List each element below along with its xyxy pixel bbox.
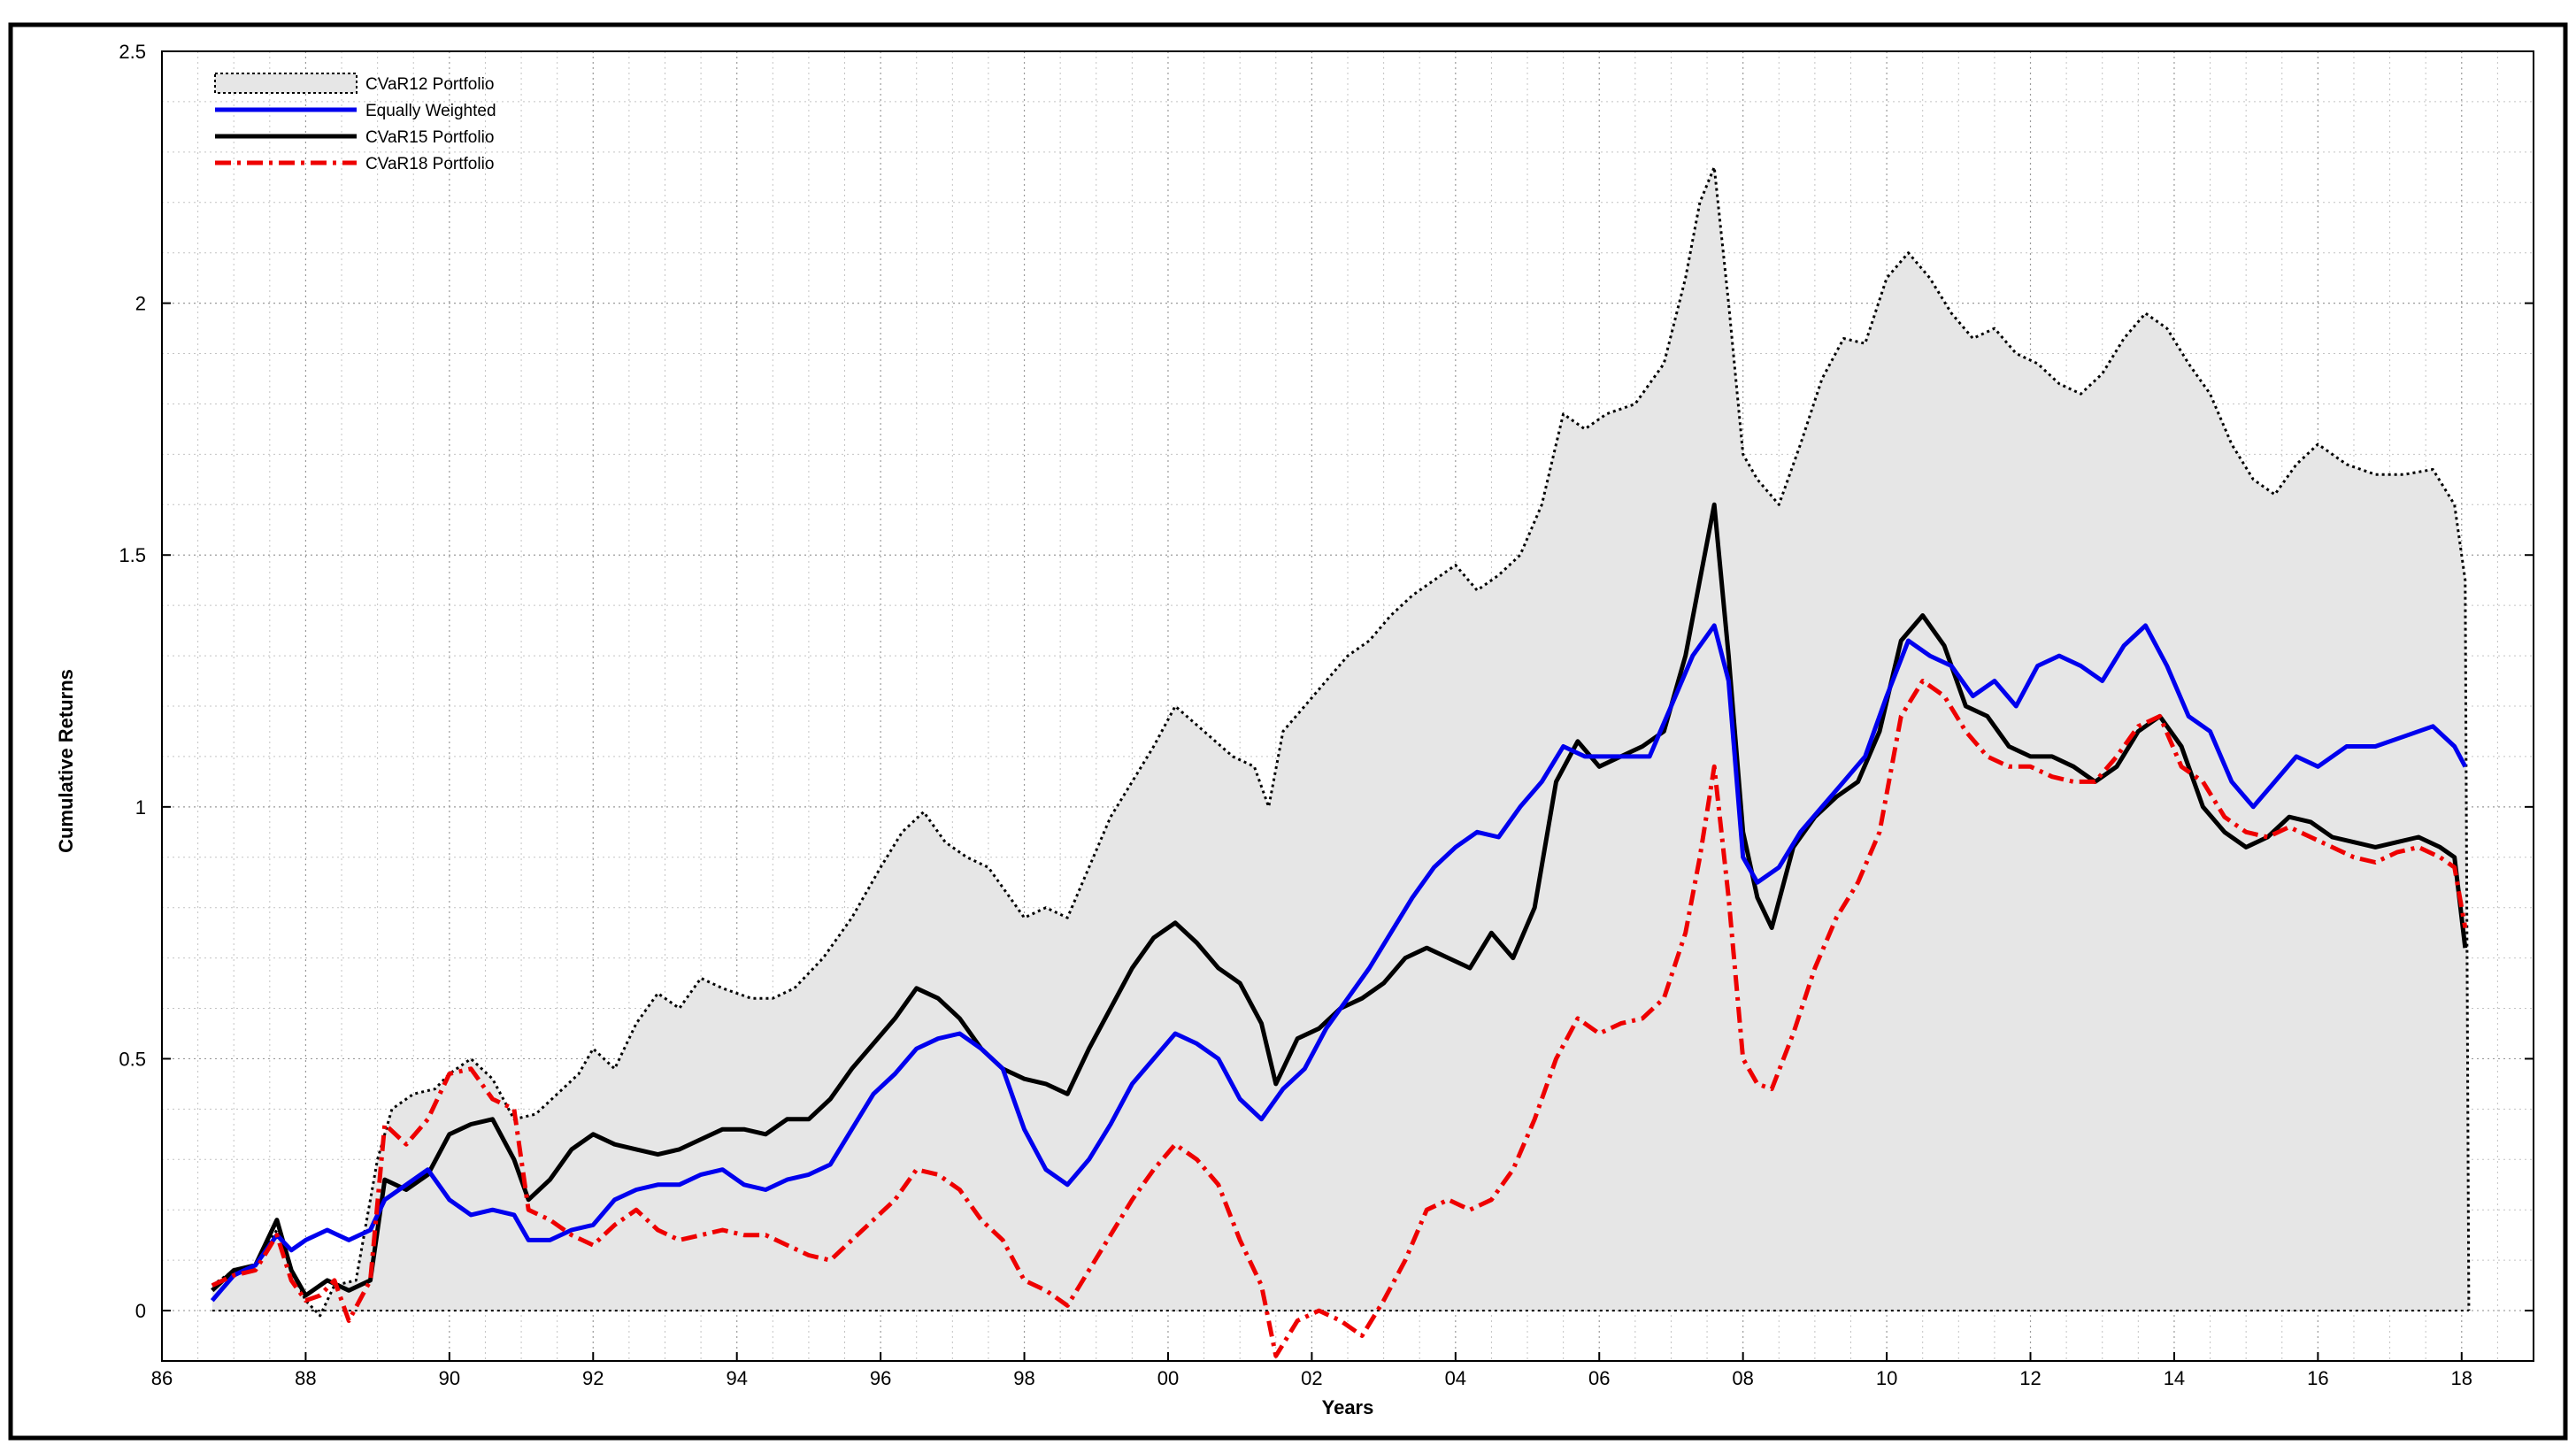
x-tick-label: 90	[439, 1367, 460, 1389]
x-tick-label: 98	[1013, 1367, 1034, 1389]
y-axis-title: Cumulative Returns	[55, 669, 77, 853]
x-tick-label: 88	[295, 1367, 316, 1389]
x-tick-label: 92	[582, 1367, 604, 1389]
x-tick-label: 18	[2451, 1367, 2472, 1389]
x-tick-label: 86	[151, 1367, 173, 1389]
legend-label: Equally Weighted	[365, 102, 496, 120]
y-tick-label: 1	[135, 796, 146, 819]
x-tick-label: 04	[1445, 1367, 1466, 1389]
series-line-cvar15-portfolio	[211, 502, 2468, 1298]
legend-swatch-cvar12	[214, 73, 358, 94]
plot-area-border	[161, 50, 2534, 1362]
y-tick-label: 0.5	[119, 1048, 146, 1070]
x-tick-label: 02	[1301, 1367, 1322, 1389]
x-tick-label: 00	[1157, 1367, 1179, 1389]
y-tick-label: 0	[135, 1300, 146, 1322]
axis-ticks: 86 88 90 92 94 96 98 00 02 04 06 08 10 12 14 16 18 0 0.5 1 1…	[119, 41, 2534, 1389]
legend-label: CVaR12 Portfolio	[365, 75, 494, 94]
x-tick-label: 16	[2307, 1367, 2328, 1389]
y-tick-label: 1.5	[119, 544, 146, 566]
x-tick-label: 08	[1732, 1367, 1753, 1389]
series-lines	[210, 165, 2471, 1358]
x-axis-title: Years	[1322, 1396, 1374, 1418]
series-line-equally-weighted	[210, 623, 2468, 1303]
x-tick-label: 96	[870, 1367, 891, 1389]
x-tick-label: 06	[1588, 1367, 1610, 1389]
x-tick-label: 10	[1876, 1367, 1897, 1389]
cvar12-area-fill	[211, 166, 2469, 1316]
x-tick-label: 14	[2164, 1367, 2185, 1389]
area-layer	[211, 166, 2469, 1316]
legend: CVaR12 Portfolio Equally Weighted CVaR15 P…	[214, 73, 496, 173]
y-tick-label: 2.5	[119, 41, 146, 63]
y-tick-label: 2	[135, 293, 146, 315]
legend-label: CVaR15 Portfolio	[365, 128, 494, 147]
x-tick-label: 94	[726, 1367, 747, 1389]
legend-label: CVaR18 Portfolio	[365, 155, 494, 173]
series-line-cvar18-portfolio	[211, 679, 2468, 1358]
x-tick-label: 12	[2019, 1367, 2041, 1389]
